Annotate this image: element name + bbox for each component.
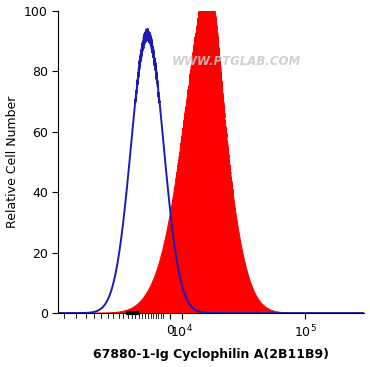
Y-axis label: Relative Cell Number: Relative Cell Number [6, 96, 18, 228]
X-axis label: 67880-1-Ig Cyclophilin A(2B11B9): 67880-1-Ig Cyclophilin A(2B11B9) [93, 348, 329, 361]
Text: WWW.PTGLAB.COM: WWW.PTGLAB.COM [171, 55, 300, 69]
